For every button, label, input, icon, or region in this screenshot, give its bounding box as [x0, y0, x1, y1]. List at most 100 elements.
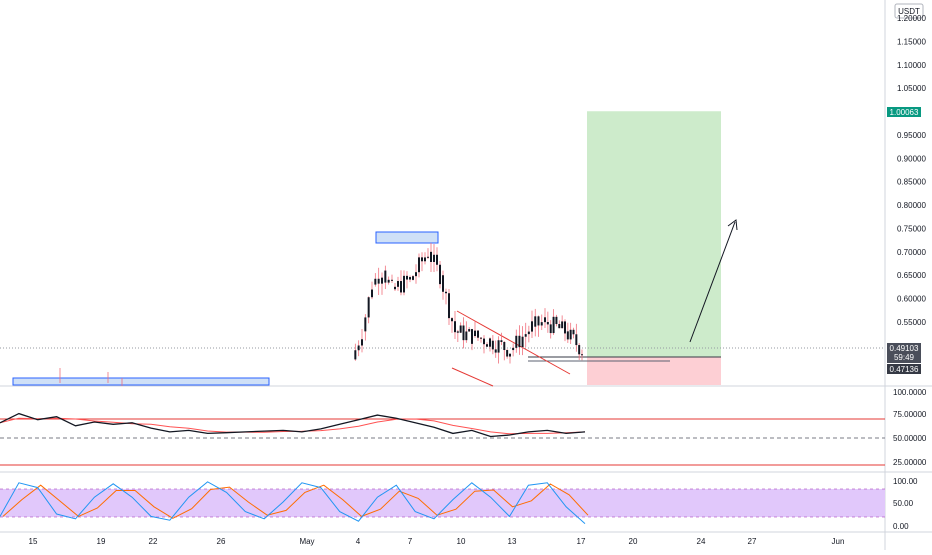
time-axis-label: 26 [217, 537, 226, 546]
channel-upper-line[interactable] [456, 310, 571, 375]
price-tick-label: 0.65000 [897, 271, 926, 280]
candle-body [531, 321, 533, 332]
candle-body [581, 354, 583, 356]
resistance-zone-box[interactable] [375, 231, 439, 244]
support-zone-box[interactable] [12, 377, 270, 386]
candle-body [406, 275, 408, 280]
candle-body [459, 325, 462, 333]
candle-body [465, 331, 468, 341]
projection-arrow-head [727, 219, 738, 231]
candle-body [412, 276, 414, 280]
candle-body [409, 277, 411, 280]
candle-body [400, 281, 402, 293]
candle-body [418, 257, 420, 273]
candle-body [371, 289, 373, 298]
time-axis-label: 13 [508, 537, 517, 546]
candle-body [415, 272, 417, 277]
candle-body [489, 338, 491, 347]
candle-body [468, 329, 471, 332]
candle-body [433, 254, 435, 262]
candle-body [427, 256, 429, 258]
time-axis-label: 24 [697, 537, 706, 546]
candle-body [451, 318, 453, 322]
price-tick-label: 0.95000 [897, 131, 926, 140]
stoch-band [0, 489, 885, 517]
candles-group [59, 242, 583, 386]
candle-body [572, 329, 575, 335]
price-axis-ticks: 1.20000 1.15000 1.10000 1.05000 0.95000 0.900… [897, 14, 926, 327]
price-tick-label: 0.90000 [897, 154, 926, 163]
candle-body [442, 275, 444, 292]
rsi-tick-label: 25.00000 [893, 458, 927, 467]
candle-body [564, 321, 566, 334]
time-axis-label: 27 [748, 537, 757, 546]
stoch-tick-label: 100.00 [893, 477, 918, 486]
price-tick-label: 1.20000 [897, 14, 926, 23]
target-zone[interactable] [587, 111, 721, 358]
candle-body [387, 279, 390, 283]
candle-body [486, 344, 488, 347]
candle-body [483, 338, 485, 345]
candle-body [544, 317, 546, 323]
candle-body [394, 286, 396, 290]
candle-body [403, 275, 405, 293]
last-price-label: 0.49103 [890, 344, 919, 353]
price-tick-label: 0.70000 [897, 248, 926, 257]
candle-body [503, 341, 506, 351]
candle-body [471, 329, 473, 344]
candle-body [527, 331, 530, 335]
price-tick-label: 1.15000 [897, 37, 926, 46]
stoch-tick-label: 0.00 [893, 522, 909, 531]
price-tick-label: 0.85000 [897, 178, 926, 187]
rsi-line [0, 412, 586, 438]
candle-body [436, 254, 438, 265]
candle-body [578, 345, 581, 355]
candle-body [384, 270, 387, 283]
candle-body [477, 330, 479, 338]
stoch-d-line [2, 483, 589, 519]
time-axis-label: May [299, 537, 314, 546]
candle-body [549, 324, 552, 334]
candle-body [381, 277, 383, 284]
stoch-k-line [0, 481, 586, 524]
candle-body [454, 321, 456, 333]
candle-body [497, 340, 500, 353]
candle-body [561, 321, 564, 329]
candle-body [509, 353, 511, 357]
price-tick-label: 1.10000 [897, 61, 926, 70]
candle-body [374, 278, 377, 285]
entry-badge-label: 0.47136 [890, 365, 919, 374]
stop-zone[interactable] [587, 357, 721, 385]
projection-arrow[interactable] [689, 221, 736, 343]
price-tick-label: 1.05000 [897, 84, 926, 93]
candle-body [377, 278, 380, 284]
candle-body [566, 331, 569, 340]
channel-lower-line[interactable] [451, 367, 494, 387]
candle-body [491, 340, 494, 350]
candle-body [364, 317, 367, 332]
time-axis-label: 4 [356, 537, 361, 546]
candle-body [421, 257, 423, 262]
rsi-tick-label: 50.00000 [893, 434, 927, 443]
currency-tag-box [894, 3, 924, 19]
time-axis-label: 17 [577, 537, 586, 546]
time-axis-label: 7 [408, 537, 413, 546]
last-price-badge [887, 343, 921, 363]
candle-body [558, 324, 561, 329]
candle-body [448, 293, 450, 319]
time-axis-label: 10 [457, 537, 466, 546]
time-axis-label: 15 [29, 537, 38, 546]
candle-body [430, 251, 432, 262]
candle-body [518, 335, 521, 348]
candle-body [456, 331, 459, 333]
candle-body [537, 316, 540, 326]
time-axis-label: 19 [97, 537, 106, 546]
price-tick-label: 0.60000 [897, 295, 926, 304]
candle-body [534, 316, 537, 327]
price-tick-label: 0.75000 [897, 224, 926, 233]
entry-badge [887, 364, 921, 374]
candle-body [524, 334, 527, 337]
